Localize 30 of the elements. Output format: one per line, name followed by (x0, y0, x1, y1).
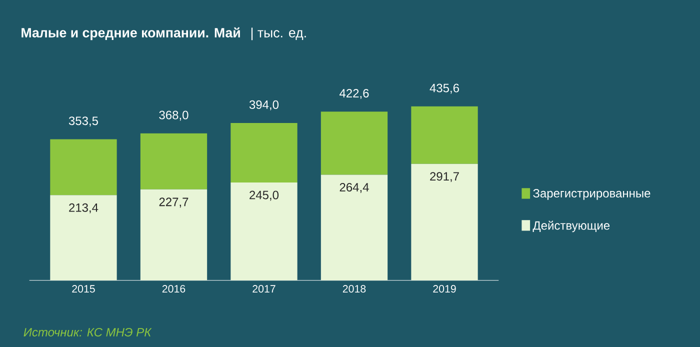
bar (411, 106, 478, 164)
bar (140, 189, 208, 280)
total-label: 422,6 (340, 88, 369, 99)
x-tick-label: 2017 (252, 285, 276, 293)
x-tick-label: 2016 (162, 285, 186, 293)
bar (230, 182, 298, 280)
data-label: 245,0 (250, 190, 279, 201)
bar (320, 112, 388, 175)
data-label: 213,4 (69, 203, 98, 214)
total-label: 368,0 (159, 110, 188, 121)
data-label: 291,7 (430, 172, 459, 182)
legend-label: Зарегистрированные (533, 189, 650, 200)
bar (320, 174, 388, 280)
text: Источник: КС МНЭ РК (24, 328, 152, 336)
bar (50, 195, 117, 280)
legend-label: Действующие (532, 220, 610, 232)
total-label: 435,6 (430, 84, 459, 94)
bar (230, 123, 298, 183)
bar (411, 164, 478, 280)
total-label: 394,0 (249, 100, 279, 110)
bar (50, 139, 117, 196)
data-label: 264,4 (340, 183, 369, 193)
x-tick-label: 2015 (72, 285, 95, 293)
chart-subtitle: | тыс. ед. (251, 28, 306, 40)
data-label: 227,7 (159, 198, 188, 208)
total-label: 353,5 (68, 116, 98, 126)
chart-title: Малые и средние компании. Май (22, 27, 240, 40)
bar (140, 133, 208, 190)
x-tick-label: 2018 (342, 285, 366, 293)
x-tick-label: 2019 (433, 285, 456, 293)
